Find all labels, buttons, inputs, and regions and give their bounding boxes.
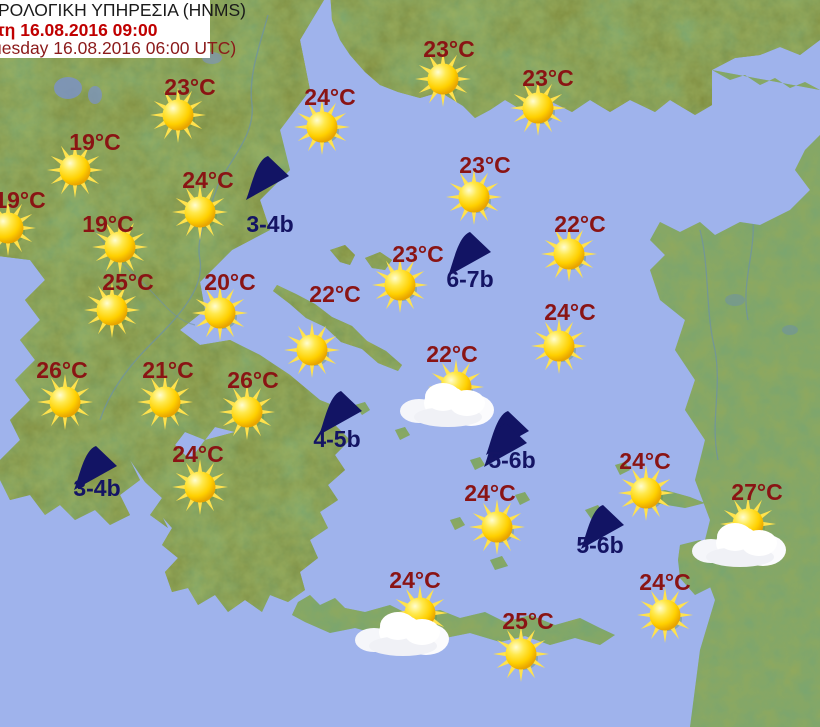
svg-text:ΡΟΛΟΓΙΚΗ ΥΠΗΡΕΣΙΑ (HNMS): ΡΟΛΟΓΙΚΗ ΥΠΗΡΕΣΙΑ (HNMS) [0,0,246,20]
svg-text:24°C: 24°C [182,167,233,193]
svg-text:23°C: 23°C [423,36,474,62]
svg-text:4-5b: 4-5b [313,426,360,452]
svg-text:19°C: 19°C [82,211,133,237]
svg-text:24°C: 24°C [619,448,670,474]
svg-text:6-7b: 6-7b [446,266,493,292]
svg-text:22°C: 22°C [554,211,605,237]
svg-text:21°C: 21°C [142,357,193,383]
svg-text:23°C: 23°C [392,241,443,267]
svg-text:ίτη 16.08.2016 09:00: ίτη 16.08.2016 09:00 [0,20,158,40]
svg-text:25°C: 25°C [502,608,553,634]
svg-text:19°C: 19°C [69,129,120,155]
svg-text:5-6b: 5-6b [576,532,623,558]
svg-text:5-6b: 5-6b [488,447,535,473]
svg-text:24°C: 24°C [304,84,355,110]
svg-text:23°C: 23°C [522,65,573,91]
svg-text:24°C: 24°C [464,480,515,506]
svg-text:24°C: 24°C [172,441,223,467]
svg-text:3-4b: 3-4b [246,211,293,237]
svg-text:24°C: 24°C [639,569,690,595]
svg-text:26°C: 26°C [227,367,278,393]
svg-text:24°C: 24°C [389,567,440,593]
svg-text:19°C: 19°C [0,187,46,213]
svg-text:20°C: 20°C [204,269,255,295]
svg-text:26°C: 26°C [36,357,87,383]
svg-text:27°C: 27°C [731,479,782,505]
svg-text:24°C: 24°C [544,299,595,325]
svg-text:3-4b: 3-4b [73,475,120,501]
svg-text:23°C: 23°C [459,152,510,178]
svg-text:25°C: 25°C [102,269,153,295]
svg-text:23°C: 23°C [164,74,215,100]
svg-text:22°C: 22°C [426,341,477,367]
svg-text:uesday 16.08.2016 06:00 UTC): uesday 16.08.2016 06:00 UTC) [0,38,236,58]
svg-text:22°C: 22°C [309,281,360,307]
